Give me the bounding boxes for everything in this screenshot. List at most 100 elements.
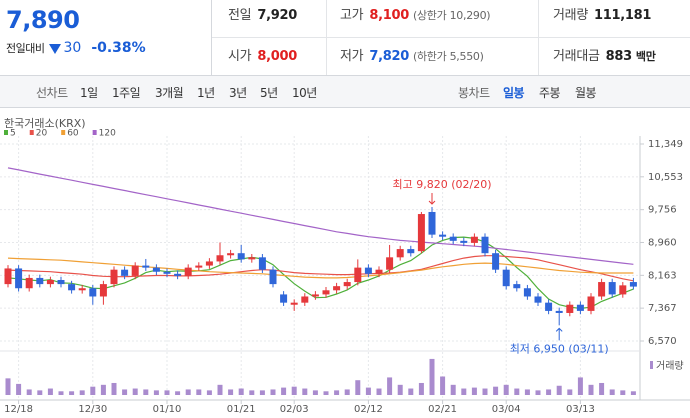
candle-body (502, 269, 510, 287)
candle-body (608, 282, 616, 295)
volume-bar (26, 389, 32, 395)
moving-average-line (7, 167, 634, 265)
candle-body (555, 310, 563, 313)
volume-bar (111, 382, 117, 395)
volume-bar (344, 389, 350, 395)
volume-bar (47, 388, 53, 395)
down-arrow (49, 43, 62, 54)
period-tab[interactable]: 3개월 (155, 86, 184, 100)
candle-body (205, 261, 213, 266)
x-tick-label: 03/13 (566, 404, 595, 415)
x-tick-label: 03/04 (492, 404, 521, 415)
volume-bar (376, 388, 382, 395)
legend-label: 20 (36, 129, 48, 139)
candle-body (407, 249, 415, 254)
volume-bar (143, 389, 149, 395)
volume-bar (79, 390, 85, 395)
volume-bar (514, 388, 520, 395)
moving-average-line (7, 257, 634, 279)
info-label: 저가 (340, 49, 364, 64)
candle-body (492, 253, 500, 270)
x-tick-label: 01/10 (153, 404, 182, 415)
period-tab[interactable]: 1일 (80, 86, 98, 100)
price: 7,890 (6, 6, 80, 34)
volume-bar (16, 383, 22, 395)
volume-bar (175, 391, 181, 395)
period-tab[interactable]: 3년 (229, 86, 247, 100)
candle-body (428, 211, 436, 235)
candle-tab[interactable]: 월봉 (575, 86, 597, 100)
volume-bar (196, 389, 202, 395)
volume-bar (122, 389, 128, 395)
candle-body (110, 269, 118, 285)
header: 7,890 전일대비 30 -0.38% 전일 7,920 고가 8,100 (상한가… (0, 0, 690, 76)
volume-bar (418, 382, 424, 395)
candle-body (439, 234, 447, 237)
candle-body (68, 284, 76, 291)
volume-bar (153, 390, 159, 395)
candle-body (481, 236, 489, 254)
legend-label: 5 (10, 129, 16, 139)
period-tab[interactable]: 1년 (197, 86, 215, 100)
x-tick-label: 02/03 (280, 404, 309, 415)
volume-bar (493, 386, 499, 395)
candle-tab[interactable]: 일봉 (503, 86, 525, 100)
period-tab[interactable]: 5년 (260, 86, 278, 100)
volume-bar (100, 384, 106, 395)
volume-bar (355, 380, 361, 395)
volume-bar (365, 387, 371, 395)
candle-body (15, 268, 23, 289)
y-tick-label: 8,960 (648, 237, 677, 248)
volume-bar (259, 390, 265, 395)
legend-swatch (92, 130, 97, 135)
volume-bar (577, 377, 583, 395)
down-arrow-shape (49, 43, 62, 54)
candle-body (4, 268, 12, 285)
volume-bar (567, 389, 573, 395)
x-tick-label: 02/21 (428, 404, 457, 415)
candle-body (25, 277, 33, 289)
candle-body (227, 253, 235, 256)
info-label: 거래대금 (553, 49, 600, 64)
candle-tab[interactable]: 주봉 (539, 86, 561, 100)
volume-bar (482, 388, 488, 395)
chart: 한국거래소(KRX)5 20 60 120 11,349 10,553 9,756 8,960… (0, 117, 690, 415)
info-label: 시가 (228, 49, 252, 64)
volume-bar (397, 384, 403, 395)
info-cell: 저가 7,820 (하한가 5,550) (340, 45, 484, 64)
separator (212, 37, 690, 38)
candle-body (534, 296, 542, 303)
volume-bar (323, 391, 329, 395)
change-row: 전일대비 30 -0.38% (6, 40, 146, 56)
volume-bar (630, 391, 636, 395)
volume-bar (185, 389, 191, 395)
period-tab[interactable]: 1주일 (112, 86, 141, 100)
candle-body (619, 285, 627, 295)
legend-label: 60 (67, 129, 79, 139)
volume-bar (408, 388, 414, 395)
volume-bar (37, 390, 43, 395)
source-label: 한국거래소(KRX) (4, 117, 86, 130)
volume-bar (90, 386, 96, 395)
volume-bar (206, 390, 212, 395)
period-tab[interactable]: 10년 (292, 86, 317, 100)
legend-swatch (4, 130, 8, 135)
volume-bar (503, 384, 509, 395)
info-value: 111,181 (593, 8, 652, 23)
candle-body (460, 240, 468, 243)
x-tick-label: 12/30 (78, 404, 107, 415)
volume-bar (58, 391, 64, 395)
candle-body (89, 288, 97, 297)
volume-legend-label: 거래량 (656, 360, 684, 372)
volume-bar (450, 384, 456, 395)
info-value: 8,000 (257, 49, 297, 64)
candle-body (99, 284, 107, 297)
candle-body (545, 302, 553, 311)
y-tick-label: 10,553 (648, 172, 683, 183)
tab-group-label: 선차트 (36, 86, 68, 100)
candle-body (343, 282, 351, 287)
x-tick-label: 12/18 (4, 404, 33, 415)
candle-body (142, 265, 150, 268)
candle-body (184, 267, 192, 276)
info-cell: 고가 8,100 (상한가 10,290) (340, 4, 491, 23)
